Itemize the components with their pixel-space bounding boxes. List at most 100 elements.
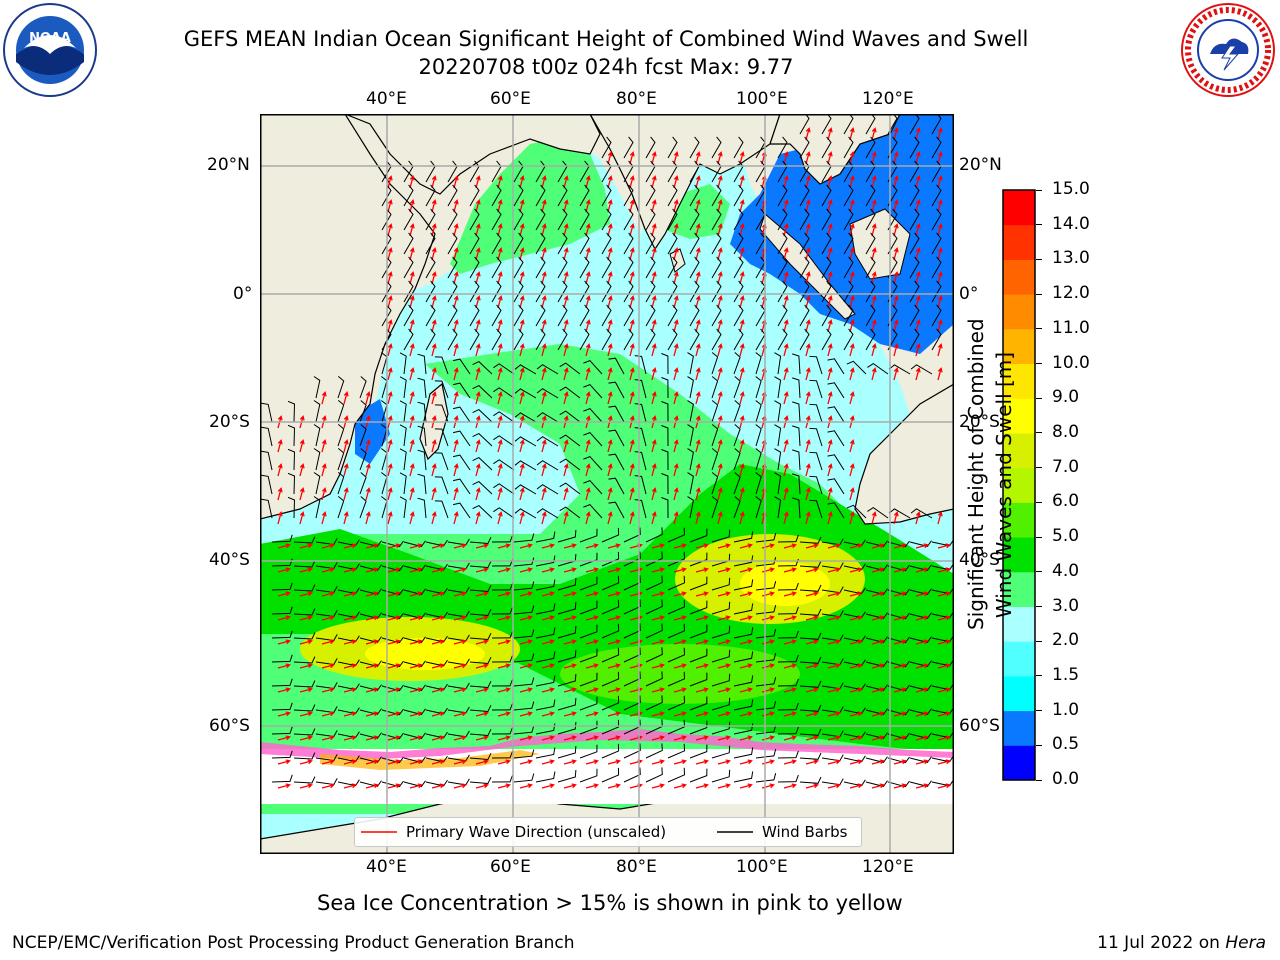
wave-direction-arrow xyxy=(695,591,709,597)
wave-direction-arrow xyxy=(541,639,555,645)
wave-direction-arrow xyxy=(563,687,577,693)
wind-barb xyxy=(733,651,754,663)
wind-barb xyxy=(557,529,577,543)
wind-barb xyxy=(827,502,845,519)
wave-direction-arrow xyxy=(475,735,489,741)
colorbar-tick-label: 0.0 xyxy=(1052,769,1080,789)
wind-barb xyxy=(359,612,382,619)
wave-direction-arrow xyxy=(937,687,951,693)
wind-barb xyxy=(909,564,932,571)
wind-barb xyxy=(887,612,910,620)
wave-direction-arrow xyxy=(563,543,577,549)
wave-direction-arrow xyxy=(497,295,503,309)
wave-direction-arrow xyxy=(497,735,511,741)
wind-barb xyxy=(535,699,556,711)
colorbar-segment xyxy=(1003,363,1035,399)
wave-direction-arrow xyxy=(607,223,613,237)
wave-direction-arrow xyxy=(673,223,679,237)
wind-barb xyxy=(399,472,407,495)
wave-direction-arrow xyxy=(519,711,533,717)
wind-barb xyxy=(711,400,719,423)
wind-barb xyxy=(513,677,535,687)
wind-barb xyxy=(689,624,708,639)
wind-barb xyxy=(774,448,782,471)
wave-direction-arrow xyxy=(541,223,547,237)
lat-tick-left-40s: 40°S xyxy=(209,550,250,570)
wind-barb xyxy=(271,774,293,783)
wave-direction-arrow xyxy=(739,639,753,645)
wave-direction-arrow xyxy=(607,295,613,309)
wave-direction-arrow xyxy=(387,295,393,309)
wind-barb xyxy=(661,401,669,423)
wind-barb xyxy=(493,435,515,447)
wave-direction-arrow xyxy=(673,639,687,645)
wave-direction-arrow xyxy=(321,735,335,741)
wave-direction-arrow xyxy=(739,175,745,189)
wave-direction-arrow xyxy=(783,783,797,789)
wave-direction-arrow xyxy=(849,343,855,357)
chart-title-line1: GEFS MEAN Indian Ocean Significant Heigh… xyxy=(183,27,1029,51)
wave-direction-arrow xyxy=(717,439,723,453)
wind-barb xyxy=(452,382,471,399)
wind-barb xyxy=(469,752,492,761)
wind-barb xyxy=(579,256,590,279)
wave-direction-arrow xyxy=(431,615,445,621)
wind-barb xyxy=(827,430,845,447)
colorbar-tick-label: 15.0 xyxy=(1052,179,1090,199)
wave-direction-arrow xyxy=(651,711,665,717)
wind-barb xyxy=(931,328,942,351)
wave-direction-arrow xyxy=(651,615,665,621)
wind-barb xyxy=(777,534,799,543)
wind-barb xyxy=(425,779,448,787)
wind-barbs-legend-label: Wind Barbs xyxy=(762,823,848,841)
wave-direction-arrow xyxy=(607,175,613,189)
wave-direction-arrow xyxy=(343,543,357,549)
wave-direction-arrow xyxy=(299,615,313,621)
wave-direction-arrow xyxy=(651,175,657,189)
wave-direction-arrow xyxy=(783,439,789,453)
wave-direction-arrow xyxy=(673,591,687,597)
wave-direction-arrow xyxy=(343,463,349,477)
wind-barb xyxy=(359,400,367,423)
wave-direction-arrow xyxy=(739,223,745,237)
wave-direction-arrow xyxy=(387,175,393,189)
wave-direction-arrow xyxy=(409,615,423,621)
wind-barb xyxy=(271,630,293,639)
wind-barb xyxy=(733,136,744,159)
wind-barb xyxy=(425,256,436,279)
wind-barb xyxy=(469,776,492,785)
wave-max-west-core xyxy=(365,638,485,670)
wind-barb xyxy=(843,232,854,255)
wind-barb xyxy=(733,400,741,423)
wind-barb xyxy=(623,527,641,543)
wind-barb xyxy=(711,304,722,327)
wave-direction-arrow xyxy=(431,735,445,741)
wind-barb xyxy=(777,630,799,639)
wave-direction-arrow xyxy=(519,759,533,765)
wave-direction-arrow xyxy=(673,463,679,477)
wave-direction-arrow xyxy=(849,127,855,141)
wave-direction-arrow xyxy=(827,175,833,189)
colorbar-segment xyxy=(1003,398,1035,434)
wind-barb xyxy=(583,408,603,423)
wave-direction-arrow xyxy=(607,391,613,405)
wave-direction-arrow xyxy=(937,127,943,141)
wave-direction-arrow xyxy=(739,247,745,261)
wave-direction-arrow xyxy=(453,783,467,789)
wave-direction-arrow xyxy=(431,687,445,693)
wave-direction-arrow xyxy=(453,615,467,621)
wind-barb xyxy=(403,564,426,572)
wave-direction-arrow xyxy=(409,591,423,597)
wave-direction-arrow xyxy=(607,463,613,477)
wind-barb xyxy=(661,377,669,399)
wind-barb xyxy=(689,184,700,207)
wave-direction-arrow xyxy=(849,199,855,213)
wave-direction-arrow xyxy=(519,591,533,597)
wave-direction-arrow xyxy=(871,711,885,717)
wave-direction-arrow xyxy=(717,487,723,501)
wind-barb xyxy=(491,304,502,327)
wave-direction-arrow xyxy=(871,199,877,213)
wind-barb xyxy=(792,497,801,519)
wave-direction-arrow xyxy=(673,391,679,405)
wave-direction-arrow xyxy=(651,735,665,741)
